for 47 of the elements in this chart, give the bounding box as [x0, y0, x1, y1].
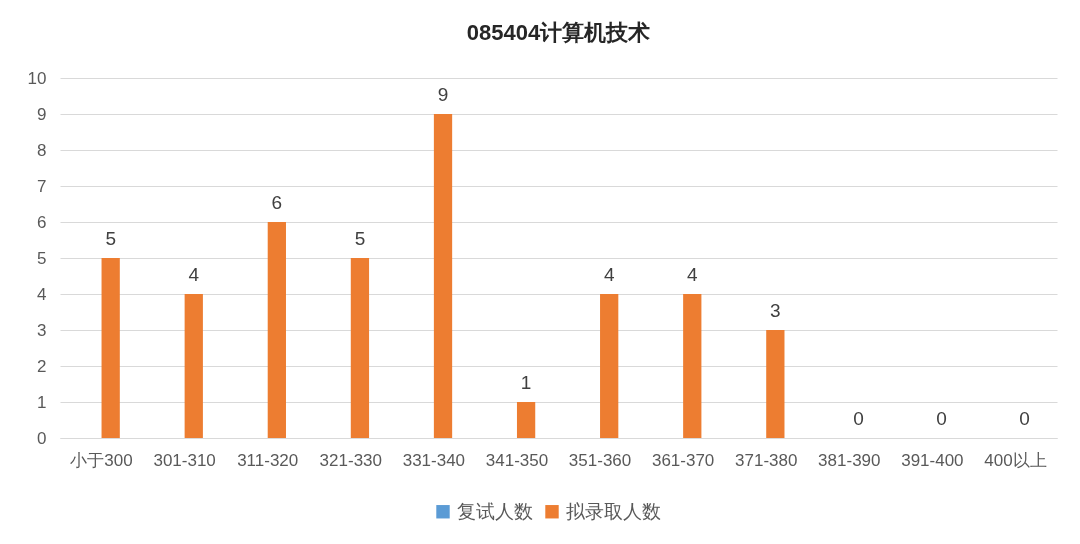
bar [350, 258, 370, 438]
y-tick-label: 4 [37, 284, 47, 304]
data-label: 0 [1019, 408, 1030, 429]
bar [766, 330, 785, 438]
y-tick-label: 7 [37, 176, 47, 196]
x-tick-label: 371-380 [735, 450, 798, 470]
data-label: 9 [437, 84, 449, 105]
data-label: 4 [188, 264, 200, 285]
x-tick-label: 311-320 [237, 450, 299, 470]
y-tick-label: 8 [37, 140, 47, 160]
data-label: 6 [271, 192, 283, 213]
y-tick-label: 9 [37, 104, 47, 124]
bar [433, 114, 453, 438]
x-tick-label: 331-340 [402, 450, 466, 470]
bar [267, 222, 286, 438]
legend-label: 复试人数 [456, 500, 533, 522]
x-tick-label: 341-350 [485, 450, 549, 470]
y-tick-label: 10 [27, 68, 47, 88]
bar [184, 294, 203, 438]
data-label: 1 [520, 372, 532, 393]
bar [600, 294, 619, 438]
y-tick-label: 2 [37, 356, 47, 376]
data-label: 0 [853, 408, 864, 429]
x-tick-label: 391-400 [901, 450, 964, 470]
bar [101, 258, 120, 438]
y-tick-label: 6 [37, 212, 47, 232]
y-tick-label: 3 [37, 320, 47, 340]
x-tick-label: 301-310 [153, 450, 216, 470]
legend-label: 拟录取人数 [565, 500, 661, 522]
bar [516, 402, 536, 438]
x-tick-label: 381-390 [818, 450, 881, 470]
x-tick-label: 400以上 [984, 450, 1047, 470]
chart-title: 085404计算机技术 [466, 20, 651, 45]
data-label: 4 [603, 264, 615, 285]
x-tick-label: 351-360 [568, 450, 632, 470]
x-tick-label: 361-370 [651, 450, 715, 470]
data-label: 0 [936, 408, 947, 429]
y-tick-label: 0 [37, 428, 47, 448]
bar [683, 294, 702, 438]
data-label: 3 [770, 300, 781, 321]
data-label: 5 [354, 228, 366, 249]
y-tick-label: 5 [37, 248, 47, 268]
data-label: 4 [686, 264, 698, 285]
data-label: 5 [105, 228, 116, 249]
y-tick-label: 1 [37, 392, 47, 412]
x-tick-label: 321-330 [319, 450, 382, 470]
x-tick-label: 小于300 [70, 450, 133, 470]
